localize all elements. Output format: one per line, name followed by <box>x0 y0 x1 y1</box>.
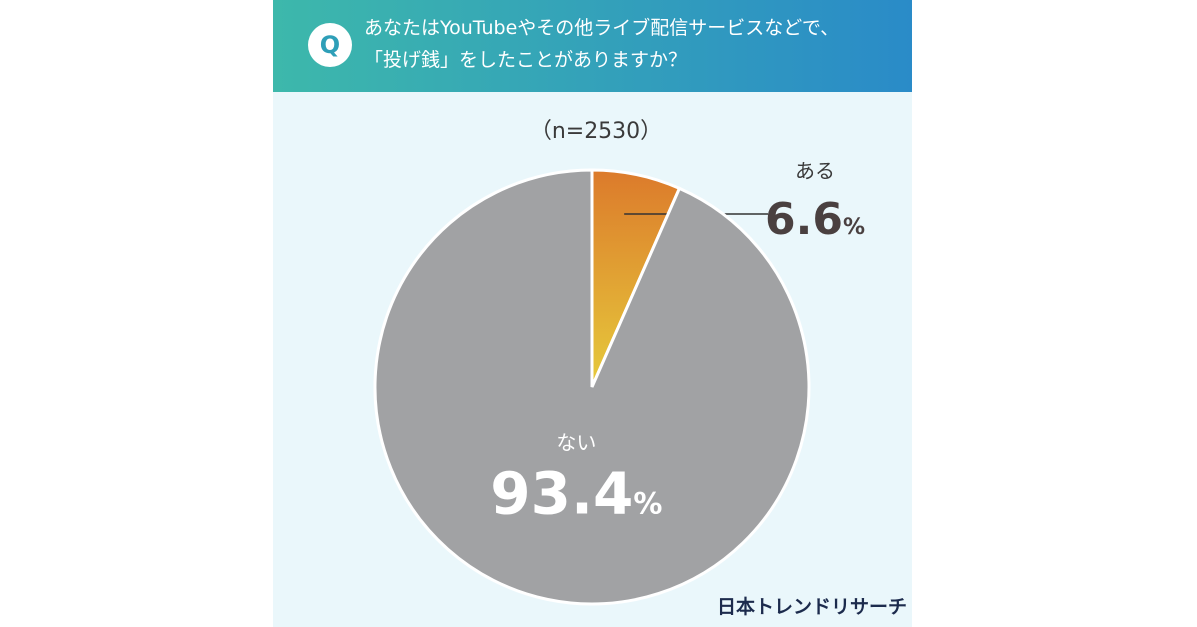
header <box>273 0 912 92</box>
title-line: 「投げ銭」をしたことがありますか？ <box>364 49 687 71</box>
pie: ある 6.6% ない 93.4% <box>373 159 865 606</box>
subtitle: （n=2530） <box>530 119 662 144</box>
q-mark: Q <box>320 31 340 59</box>
slice-category: ある <box>795 159 835 183</box>
pie-slice <box>373 168 811 606</box>
q-badge <box>308 23 352 67</box>
slice-category: ない <box>556 430 596 454</box>
title-line: あなたはYouTubeやその他ライブ配信サービスなどで、 <box>364 16 839 39</box>
source-logo: 日本トレンドリサーチ <box>717 595 907 618</box>
slice-value-label: 6.6% <box>765 194 865 245</box>
slice-value-label: 93.4% <box>490 459 662 527</box>
